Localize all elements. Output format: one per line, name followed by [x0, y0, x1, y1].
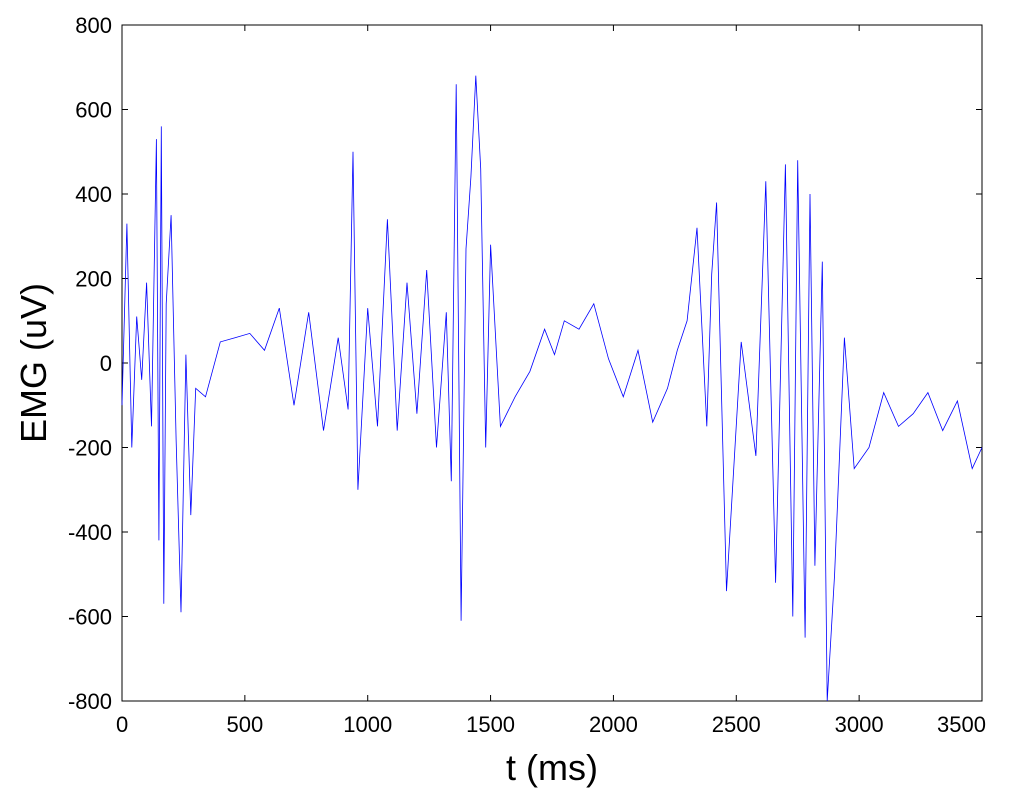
tick-marks — [121, 24, 983, 702]
x-tick-label: 500 — [226, 712, 263, 737]
x-tick-label: 1500 — [466, 712, 515, 737]
plot-area — [121, 24, 983, 702]
x-tick-labels: 0 500 1000 1500 2000 2500 3000 3500 — [116, 712, 986, 737]
y-tick-label: -200 — [68, 436, 112, 461]
x-tick-label: 2000 — [589, 712, 638, 737]
x-tick-label: 1000 — [343, 712, 392, 737]
y-axis-label: EMG (uV) — [13, 283, 54, 443]
y-tick-label: 800 — [75, 13, 112, 38]
y-tick-label: -800 — [68, 689, 112, 714]
x-tick-label: 3000 — [835, 712, 884, 737]
y-tick-label: 200 — [75, 267, 112, 292]
y-tick-label: -600 — [68, 605, 112, 630]
x-tick-label: 2500 — [712, 712, 761, 737]
y-tick-label: 600 — [75, 98, 112, 123]
x-tick-label: 3500 — [937, 712, 986, 737]
y-tick-label: 400 — [75, 182, 112, 207]
x-tick-label: 0 — [116, 712, 128, 737]
y-tick-labels: 800 600 400 200 0 -200 -400 -600 -800 — [68, 13, 112, 714]
x-axis-label: t (ms) — [506, 747, 598, 788]
y-tick-label: -400 — [68, 520, 112, 545]
y-tick-label: 0 — [100, 351, 112, 376]
emg-series-line — [121, 75, 983, 702]
